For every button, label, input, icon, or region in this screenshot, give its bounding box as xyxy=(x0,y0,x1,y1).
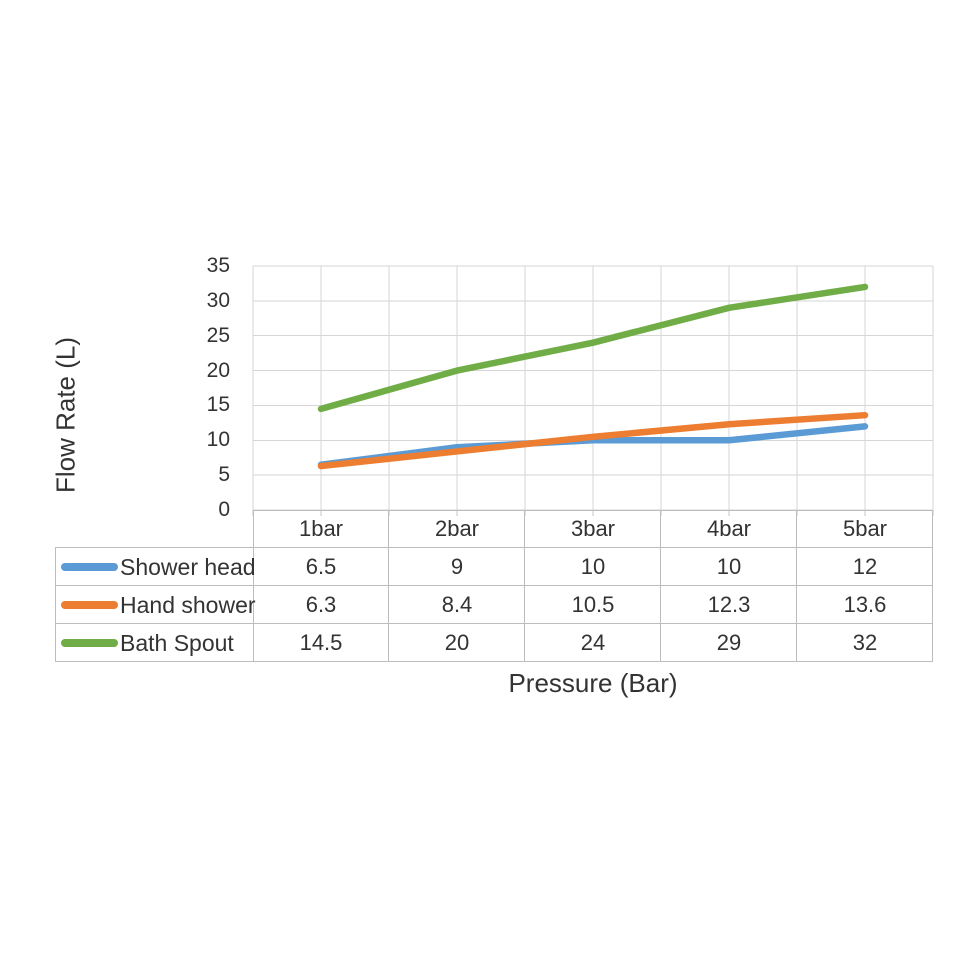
legend-label: Shower head xyxy=(120,553,256,580)
y-tick-label-35: 35 xyxy=(206,254,230,277)
value-cell-bath-spout-2bar: 20 xyxy=(444,630,470,655)
value-cell-hand-shower-2bar: 8.4 xyxy=(441,592,473,617)
y-tick-label-5: 5 xyxy=(218,463,230,487)
legend-item-bath-spout: Bath Spout xyxy=(55,624,253,662)
value-cell-shower-head-5bar: 12 xyxy=(852,554,878,579)
y-tick-label-30: 30 xyxy=(206,288,230,312)
value-cell-shower-head-4bar: 10 xyxy=(716,554,742,579)
plot-area xyxy=(252,265,934,516)
y-tick-label-10: 10 xyxy=(206,428,230,452)
value-cell-shower-head-1bar: 6.5 xyxy=(305,554,337,579)
legend-swatch-icon xyxy=(61,601,118,609)
category-label-5bar: 5bar xyxy=(842,516,888,541)
legend-item-hand-shower: Hand shower xyxy=(55,586,256,624)
value-cell-hand-shower-4bar: 12.3 xyxy=(707,592,751,617)
legend-swatch-icon xyxy=(61,639,118,647)
value-cell-hand-shower-5bar: 13.6 xyxy=(843,592,887,617)
category-label-4bar: 4bar xyxy=(706,516,752,541)
value-cell-bath-spout-4bar: 29 xyxy=(716,630,742,655)
legend-label: Bath Spout xyxy=(120,629,234,656)
x-axis-title: Pressure (Bar) xyxy=(508,668,678,698)
data-table: 1bar 2bar 3bar 4bar 5bar Shower head 6.5 9 10 10 1… xyxy=(55,510,933,662)
value-cell-hand-shower-3bar: 10.5 xyxy=(571,592,615,617)
table-corner-cell xyxy=(55,510,253,548)
value-cell-bath-spout-1bar: 14.5 xyxy=(299,630,343,655)
data-table-borders xyxy=(55,510,933,662)
legend-label: Hand shower xyxy=(120,591,256,618)
value-cell-shower-head-3bar: 10 xyxy=(580,554,606,579)
value-cell-bath-spout-3bar: 24 xyxy=(580,630,606,655)
y-tick-label-20: 20 xyxy=(206,358,230,382)
legend-swatch-icon xyxy=(61,563,118,571)
series-line-bath-spout xyxy=(317,283,869,413)
value-cell-shower-head-2bar: 9 xyxy=(450,554,464,579)
value-cell-hand-shower-1bar: 6.3 xyxy=(305,592,337,617)
y-tick-label-25: 25 xyxy=(206,323,230,347)
y-tick-label-0: 0 xyxy=(218,498,230,521)
legend-item-shower-head: Shower head xyxy=(55,548,256,586)
series-line-hand-shower xyxy=(317,411,869,470)
category-label-1bar: 1bar xyxy=(298,516,344,541)
value-cell-bath-spout-5bar: 32 xyxy=(852,630,878,655)
category-label-3bar: 3bar xyxy=(570,516,616,541)
category-label-2bar: 2bar xyxy=(434,516,480,541)
y-tick-label-15: 15 xyxy=(206,393,230,417)
